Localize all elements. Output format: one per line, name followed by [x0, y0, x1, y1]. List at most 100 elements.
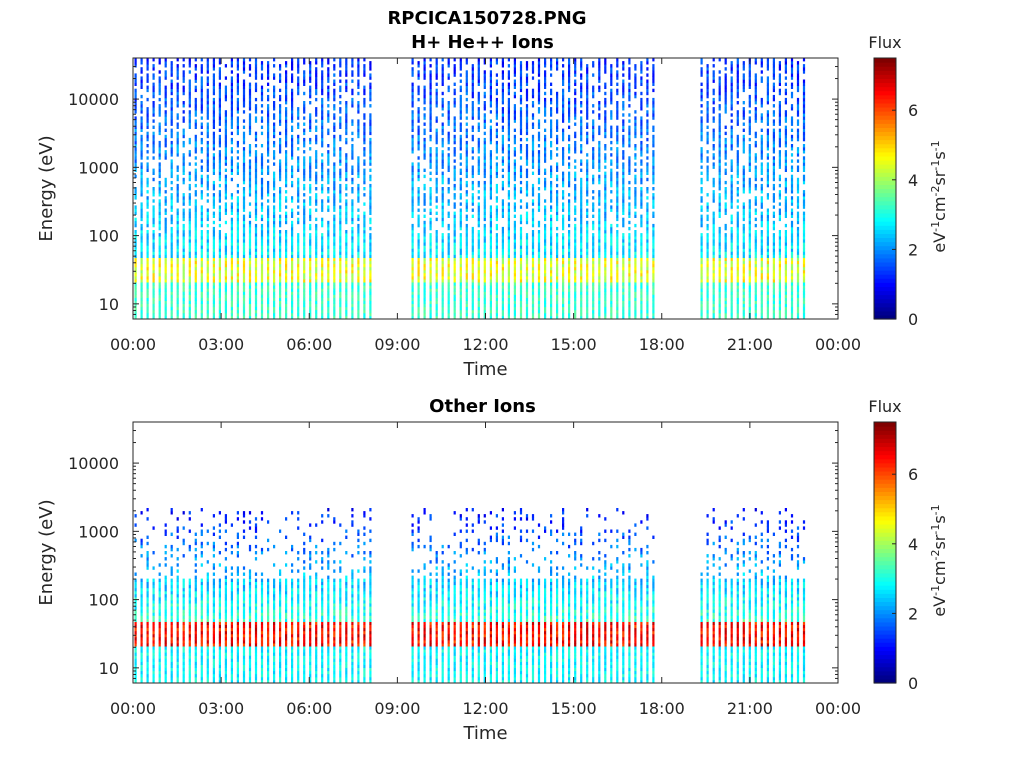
- flux-cell: [369, 94, 372, 99]
- flux-cell: [489, 217, 492, 222]
- flux-cell: [291, 140, 294, 145]
- flux-cell: [495, 282, 498, 286]
- flux-cell: [182, 73, 185, 77]
- flux-cell: [182, 171, 185, 175]
- flux-cell: [471, 276, 474, 280]
- flux-cell: [556, 183, 559, 188]
- flux-cell: [188, 140, 191, 145]
- flux-cell: [321, 134, 324, 139]
- flux-cell: [158, 297, 161, 301]
- flux-cell: [411, 223, 414, 228]
- flux-cell: [321, 82, 324, 86]
- flux-cell: [537, 61, 541, 65]
- flux-cell: [303, 76, 306, 80]
- flux-cell: [279, 214, 282, 218]
- flux-cell: [537, 110, 541, 114]
- flux-cell: [333, 91, 336, 96]
- flux-cell: [152, 94, 155, 99]
- flux-cell: [285, 242, 288, 246]
- flux-cell: [447, 107, 450, 111]
- flux-cell: [285, 101, 288, 105]
- flux-cell: [562, 137, 565, 142]
- flux-cell: [568, 245, 571, 249]
- flux-cell: [339, 285, 342, 289]
- flux-cell: [200, 180, 203, 185]
- flux-cell: [435, 260, 438, 265]
- flux-cell: [423, 67, 426, 71]
- flux-cell: [134, 294, 137, 298]
- flux-cell: [507, 196, 510, 200]
- flux-cell: [453, 217, 456, 222]
- flux-cell: [230, 162, 233, 166]
- flux-cell: [212, 279, 215, 283]
- flux-cell: [537, 153, 541, 157]
- flux-cell: [537, 257, 541, 261]
- flux-cell: [483, 119, 486, 123]
- flux-cell: [254, 131, 258, 136]
- flux-cell: [550, 242, 553, 246]
- flux-cell: [267, 288, 270, 292]
- flux-cell: [453, 288, 456, 292]
- flux-cell: [580, 273, 583, 277]
- flux-cell: [254, 285, 258, 289]
- flux-cell: [291, 266, 294, 271]
- flux-cell: [206, 64, 209, 68]
- flux-cell: [568, 205, 571, 209]
- flux-cell: [333, 177, 336, 182]
- flux-cell: [146, 214, 149, 218]
- flux-cell: [544, 101, 547, 105]
- flux-cell: [327, 168, 330, 172]
- flux-cell: [574, 316, 577, 320]
- flux-cell: [339, 269, 342, 274]
- flux-cell: [279, 269, 282, 274]
- flux-cell: [230, 171, 233, 175]
- flux-cell: [592, 263, 595, 268]
- flux-cell: [339, 276, 342, 280]
- flux-cell: [568, 254, 571, 258]
- flux-cell: [170, 110, 173, 114]
- flux-cell: [309, 306, 312, 311]
- flux-cell: [170, 150, 173, 154]
- flux-cell: [152, 125, 155, 129]
- flux-cell: [224, 291, 227, 295]
- flux-cell: [297, 82, 300, 86]
- flux-cell: [315, 162, 318, 166]
- flux-cell: [507, 104, 510, 108]
- flux-cell: [321, 220, 324, 225]
- flux-cell: [441, 187, 444, 191]
- flux-cell: [495, 110, 498, 114]
- flux-cell: [580, 180, 583, 185]
- flux-cell: [333, 94, 336, 99]
- flux-cell: [206, 180, 209, 185]
- flux-cell: [429, 70, 432, 74]
- flux-cell: [447, 303, 450, 308]
- flux-cell: [556, 125, 559, 129]
- flux-cell: [501, 162, 504, 166]
- flux-cell: [513, 113, 516, 117]
- flux-cell: [182, 242, 185, 246]
- flux-cell: [170, 266, 173, 271]
- flux-cell: [182, 110, 185, 114]
- flux-cell: [501, 113, 504, 117]
- flux-cell: [224, 211, 227, 215]
- flux-cell: [279, 242, 282, 246]
- flux-cell: [291, 223, 294, 228]
- flux-cell: [242, 316, 246, 320]
- flux-cell: [495, 82, 498, 86]
- flux-cell: [224, 257, 227, 261]
- flux-cell: [471, 273, 474, 277]
- flux-cell: [369, 73, 372, 77]
- flux-cell: [525, 97, 529, 102]
- flux-cell: [260, 217, 264, 222]
- flux-cell: [429, 217, 432, 222]
- flux-cell: [459, 306, 462, 311]
- flux-cell: [333, 279, 336, 283]
- flux-cell: [453, 70, 456, 74]
- flux-cell: [531, 303, 535, 308]
- flux-cell: [254, 217, 258, 222]
- flux-cell: [580, 297, 583, 301]
- flux-cell: [471, 113, 474, 117]
- flux-cell: [447, 273, 450, 277]
- flux-cell: [369, 226, 372, 231]
- flux-cell: [441, 242, 444, 246]
